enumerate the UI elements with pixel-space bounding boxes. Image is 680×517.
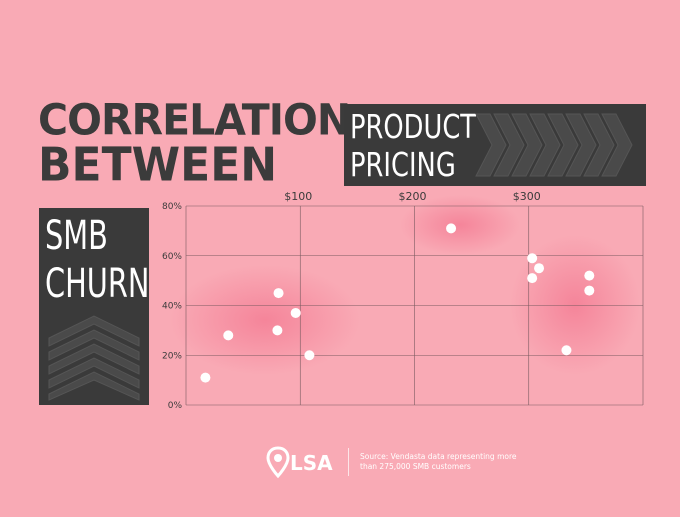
data-point bbox=[584, 270, 595, 281]
location-pin-icon bbox=[266, 446, 290, 479]
x-axis-ticks: $100 $200 $300 bbox=[284, 190, 541, 203]
chevron-arrows-up-icon bbox=[48, 315, 140, 401]
data-point bbox=[200, 372, 211, 383]
x-tick-label: $100 bbox=[284, 190, 312, 203]
data-point bbox=[527, 253, 538, 264]
data-point bbox=[304, 350, 315, 361]
y-tick-label: 80% bbox=[162, 202, 182, 212]
data-point bbox=[534, 263, 545, 274]
x-tick-label: $300 bbox=[513, 190, 541, 203]
footer-divider bbox=[348, 448, 349, 476]
data-point bbox=[272, 325, 283, 336]
title-line-2: BETWEEN bbox=[38, 138, 278, 193]
data-point bbox=[561, 345, 572, 356]
data-points bbox=[200, 223, 595, 383]
y-tick-label: 40% bbox=[162, 302, 182, 312]
product-pricing-box: PRODUCT PRICING bbox=[344, 104, 646, 186]
data-point bbox=[527, 273, 538, 284]
source-note: Source: Vendasta data representing more … bbox=[360, 452, 517, 471]
product-label: PRODUCT bbox=[350, 107, 477, 146]
data-point bbox=[223, 330, 234, 341]
lsa-logo: LSA bbox=[290, 451, 333, 475]
pricing-label: PRICING bbox=[350, 145, 456, 184]
churn-label: CHURN bbox=[45, 261, 149, 307]
y-tick-label: 0% bbox=[168, 401, 183, 411]
smb-label: SMB bbox=[45, 213, 108, 259]
data-point bbox=[273, 288, 284, 299]
y-tick-label: 60% bbox=[162, 252, 182, 262]
y-axis-ticks: 0% 20% 40% 60% 80% bbox=[162, 202, 182, 411]
data-point bbox=[290, 307, 301, 318]
title-line-1: CORRELATION bbox=[38, 94, 351, 146]
chevron-arrows-right-icon bbox=[475, 113, 633, 177]
smb-churn-box: SMB CHURN bbox=[39, 208, 149, 405]
y-tick-label: 20% bbox=[162, 351, 182, 361]
data-point bbox=[446, 223, 457, 234]
data-point bbox=[584, 285, 595, 296]
x-tick-label: $200 bbox=[399, 190, 427, 203]
